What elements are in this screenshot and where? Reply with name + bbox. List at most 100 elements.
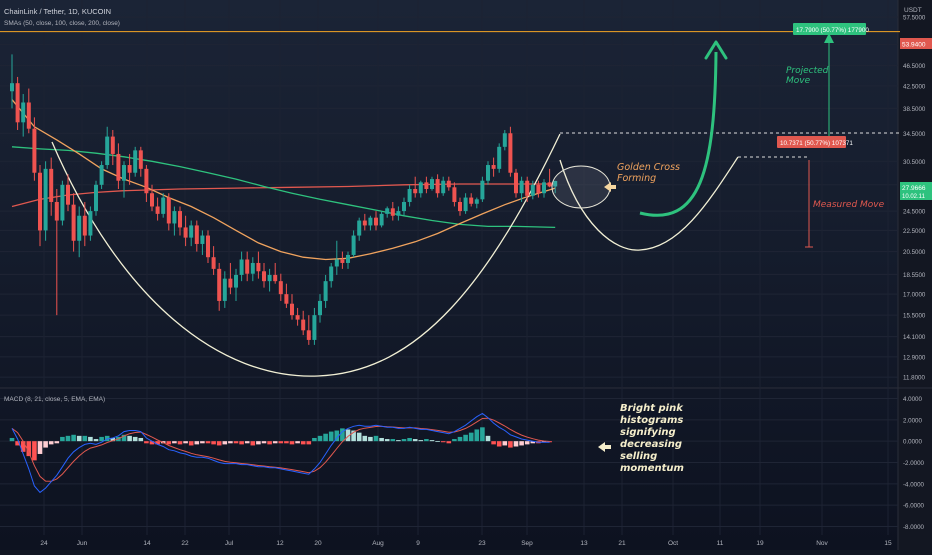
macd-histogram-bar: [65, 435, 71, 442]
candle-body: [256, 262, 261, 272]
candle-body: [178, 211, 182, 228]
macd-histogram-bar: [82, 435, 88, 442]
price-tick-label: 11.8000: [903, 375, 925, 382]
candle-body: [514, 172, 518, 194]
macd-histogram-bar: [407, 437, 412, 442]
candle-body: [402, 201, 406, 212]
candle-body: [418, 182, 423, 194]
macd-histogram-bar: [48, 441, 54, 445]
candle-body: [144, 168, 149, 194]
candle-body: [245, 259, 250, 274]
macd-histogram-bar: [256, 441, 261, 445]
macd-histogram-bar: [401, 439, 407, 442]
macd-histogram-bar: [463, 434, 468, 442]
candle-body: [530, 184, 535, 196]
candle-body: [413, 188, 418, 194]
chart-title: ChainLink / Tether, 1D, KUCOIN: [4, 7, 111, 16]
candle-body: [155, 206, 160, 214]
candle-body: [239, 259, 244, 275]
price-tick-label: 30.5000: [903, 159, 926, 166]
candle-body: [497, 146, 502, 169]
candle-body: [312, 315, 317, 340]
macd-histogram-bar: [312, 437, 317, 442]
candle-body: [441, 180, 446, 194]
golden-cross-label-2: Forming: [617, 173, 656, 184]
macd-histogram-bar: [396, 440, 401, 442]
macd-histogram-bar: [261, 441, 267, 444]
candle-body: [474, 199, 479, 204]
candle-body: [295, 315, 300, 320]
time-tick-label: 19: [756, 540, 764, 547]
macd-histogram-bar: [300, 441, 306, 445]
macd-histogram-bar: [177, 441, 183, 445]
sma100-line: [11, 146, 556, 229]
candle-body: [10, 83, 14, 92]
projected-move-label: Projected: [786, 66, 829, 76]
macd-histogram-bar: [345, 429, 351, 442]
candle-body: [486, 165, 490, 181]
macd-histogram-bar: [132, 436, 138, 442]
currency-label: USDT: [904, 7, 922, 14]
macd-histogram-bar: [496, 441, 502, 447]
price-tick-label: 22.5000: [903, 228, 926, 235]
macd-histogram-bar: [222, 441, 228, 445]
macd-histogram-bar: [502, 441, 508, 446]
time-axis[interactable]: 24 Jun 14 22 Jul 12 20 Aug 9 23 Sep 13 21 Oct 11 19 Nov 1…: [40, 540, 892, 547]
macd-histogram-bar: [435, 441, 440, 442]
price-tick-label: 14.1000: [903, 334, 926, 341]
macd-histogram-bar: [491, 441, 496, 445]
candle-body: [200, 235, 205, 244]
candle-body: [15, 83, 20, 123]
candle-body: [362, 220, 367, 226]
candle-body: [211, 257, 216, 269]
candle-body: [519, 180, 524, 194]
candle-body: [525, 180, 530, 196]
macd-histogram-bar: [205, 441, 211, 444]
price-tick-label: 17.0000: [903, 292, 926, 299]
candle-body: [368, 217, 373, 226]
macd-histogram-bar: [390, 439, 396, 442]
macd-histogram-bar: [20, 441, 26, 452]
candle-body: [452, 187, 457, 202]
macd-histogram-bar: [9, 437, 15, 442]
macd-histogram-bar: [379, 437, 384, 442]
time-tick-label: 20: [314, 540, 322, 547]
time-tick-label: Sep: [521, 540, 533, 547]
macd-histogram-bar: [15, 441, 20, 446]
candle-body: [508, 133, 513, 173]
handle-curve: [559, 156, 739, 251]
candle-body: [262, 271, 266, 282]
candle-body: [77, 215, 82, 241]
macd-histogram-bar: [373, 435, 379, 442]
candle-body: [542, 182, 546, 194]
time-tick-label: 13: [580, 540, 588, 547]
candle-body: [122, 165, 126, 181]
time-tick-label: Nov: [816, 540, 828, 547]
macd-tick-label: -8.0000: [903, 524, 925, 531]
candle-body: [306, 330, 311, 340]
macd-histogram-bar: [239, 441, 244, 445]
price-tick-label: 12.9000: [903, 354, 926, 361]
price-tick-label: 18.5500: [903, 272, 926, 279]
candle-body: [267, 274, 272, 282]
golden-cross-circle: [551, 165, 611, 209]
candle-body: [32, 128, 37, 173]
candle-body: [133, 150, 138, 173]
candle-body: [234, 274, 238, 288]
macd-histogram-bar: [340, 428, 345, 442]
macd-histogram-bar: [71, 434, 76, 442]
macd-histogram-bar: [250, 441, 256, 446]
macd-histogram-bar: [211, 441, 216, 445]
candle-body: [463, 197, 468, 212]
macd-histogram-bar: [110, 437, 116, 442]
macd-note-line: Bright pink: [620, 403, 684, 414]
candle-body: [480, 180, 485, 200]
macd-tick-label: 4.0000: [903, 396, 922, 403]
macd-histogram-bar: [524, 441, 530, 445]
candle-body: [357, 220, 362, 236]
macd-histogram-bar: [155, 441, 160, 445]
candle-body: [458, 201, 462, 212]
macd-line: [11, 412, 550, 494]
candle-body: [172, 211, 177, 224]
